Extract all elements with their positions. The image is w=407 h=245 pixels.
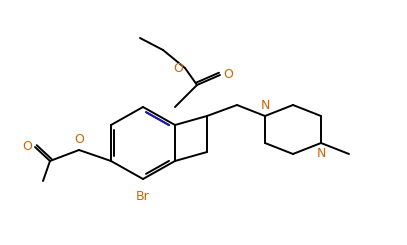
Text: O: O	[173, 61, 183, 74]
Text: O: O	[74, 133, 84, 146]
Text: N: N	[316, 147, 326, 160]
Text: O: O	[223, 68, 233, 81]
Text: Br: Br	[136, 191, 150, 204]
Text: O: O	[22, 140, 32, 154]
Text: N: N	[260, 99, 270, 112]
